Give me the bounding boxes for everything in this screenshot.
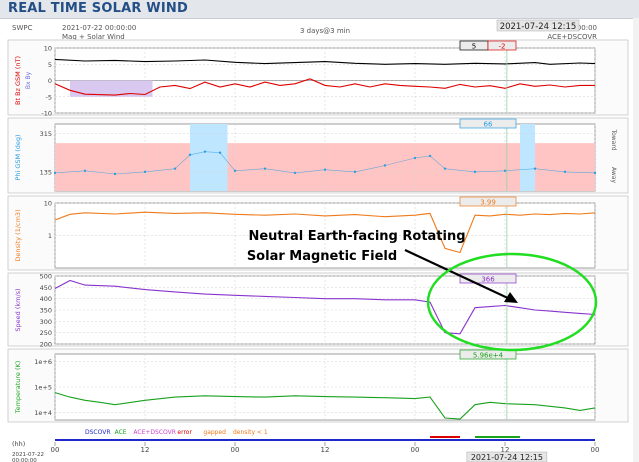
speed-ytick-label: 450 — [40, 284, 52, 292]
x-axis-unit: (hh) — [12, 440, 25, 448]
speed-ytick-label: 400 — [40, 295, 52, 303]
x-axis-current-box — [466, 451, 548, 462]
speed-ytick-label: 500 — [40, 273, 52, 281]
magnetic-field-ylabel-extra: Bx By — [25, 71, 32, 89]
magnetic-field-ylabel: Bt Bz GSM (nT) — [14, 56, 22, 105]
density-ylabel: Density (1/cm3) — [14, 209, 22, 261]
annotation-line1: Neutral Earth-facing Rotating — [248, 229, 465, 244]
magnetic-field-southward-shade — [70, 80, 153, 97]
status-legend-item: ACE+DSCOVR — [133, 429, 176, 436]
temperature-series-temperature — [54, 392, 596, 420]
phi-point-phi — [593, 171, 597, 175]
x-axis-start-date: 2021-07-22 — [12, 452, 44, 458]
annotation-line2: Solar Magnetic Field — [247, 249, 397, 264]
phi-shade-band — [55, 143, 595, 191]
speed-value-box — [459, 273, 517, 284]
density-ytick-label: 1 — [48, 232, 52, 240]
density-series-density — [54, 211, 596, 254]
phi-ytick-label: 315 — [40, 130, 52, 138]
annotation-arrow-shaft — [404, 249, 513, 301]
header-start-date: 2021-07-22 00:00:00 — [62, 24, 136, 32]
phi-point-phi — [53, 171, 57, 175]
speed-ytick-label: 250 — [40, 329, 52, 337]
header-span: 3 days@3 min — [300, 27, 350, 35]
temperature-value-label: 5.96e+4 — [473, 352, 504, 360]
annotation-arrow-head — [504, 292, 518, 303]
temperature-value-box — [459, 349, 517, 360]
phi-ylabel: Phi GSM (deg) — [14, 134, 22, 180]
magnetic-field-series-bz — [54, 78, 595, 96]
phi-right-label-top: Toward — [610, 128, 617, 150]
x-tick-label: 12 — [141, 446, 150, 454]
page-title: REAL TIME SOLAR WIND — [8, 1, 188, 16]
x-axis-current-label: 2021-07-24 12:15 — [471, 453, 543, 462]
speed-series-speed — [54, 279, 596, 335]
density-ytick-label: 10 — [44, 200, 52, 208]
magnetic-field-ytick-label: 0 — [48, 77, 52, 85]
header-current-time: 2021-07-24 12:15 — [500, 22, 577, 32]
header-spacecraft: ACE+DSCOVR — [547, 33, 597, 41]
phi-highlight-band — [520, 124, 535, 191]
x-tick-label: 00 — [231, 446, 240, 454]
density-value-label: 3.99 — [480, 199, 496, 207]
status-legend-item: error — [177, 429, 192, 436]
phi-right-label-bottom: Away — [610, 167, 617, 183]
header-subtitle: Mag + Solar Wind — [62, 33, 125, 41]
magnetic-field-ytick-label: 10 — [44, 45, 52, 53]
status-legend-item: density < 1 — [233, 429, 268, 436]
speed-ytick-label: 350 — [40, 307, 52, 315]
header-source: SWPC — [12, 24, 33, 32]
status-legend-item: gapped — [203, 429, 226, 436]
temperature-ytick-label: 1e+4 — [34, 409, 52, 417]
temperature-ytick-label: 1e+5 — [34, 384, 52, 392]
phi-ytick-label: 135 — [40, 168, 52, 176]
status-legend-item: DSCOVR — [85, 429, 111, 436]
status-legend-item: ACE — [115, 429, 127, 436]
magnetic-field-value-box — [487, 40, 517, 51]
speed-ylabel: Speed (km/s) — [14, 288, 22, 331]
scroll-edge — [633, 18, 639, 462]
phi-value-box — [459, 118, 517, 129]
speed-value-label: 366 — [481, 276, 495, 284]
speed-ytick-label: 200 — [40, 341, 52, 349]
annotation-ellipse — [426, 252, 598, 352]
magnetic-field-ytick-label: 5 — [48, 61, 52, 69]
current-time-box — [496, 19, 580, 32]
x-tick-label: 12 — [501, 446, 510, 454]
density-value-box — [459, 196, 517, 207]
x-tick-label: 12 — [321, 446, 330, 454]
x-tick-label: 00 — [51, 446, 60, 454]
x-tick-label: 00 — [591, 446, 600, 454]
phi-highlight-band — [190, 124, 228, 191]
magnetic-field-ytick-label: -10 — [41, 110, 52, 118]
temperature-ytick-label: 1e+6 — [34, 358, 52, 366]
magnetic-field-value-label: -2 — [499, 43, 506, 51]
x-tick-label: 00 — [411, 446, 420, 454]
magnetic-field-value-label: 5 — [472, 43, 476, 51]
magnetic-field-ytick-label: -5 — [46, 93, 52, 101]
magnetic-field-series-bt — [54, 58, 596, 65]
x-axis-start-time: 00:00:00 — [12, 458, 37, 462]
phi-value-label: 66 — [484, 121, 493, 129]
temperature-ylabel: Temperature (K) — [14, 361, 22, 415]
title-bar: REAL TIME SOLAR WIND — [0, 0, 639, 19]
phi-series-phi — [54, 151, 596, 175]
speed-ytick-label: 300 — [40, 318, 52, 326]
